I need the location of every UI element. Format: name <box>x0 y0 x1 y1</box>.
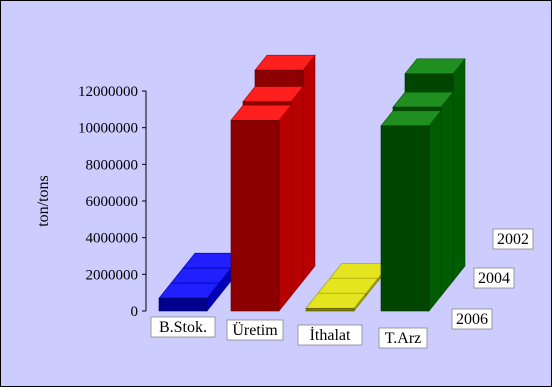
bar-side <box>440 91 454 297</box>
bar-group <box>305 262 391 312</box>
category-label-box <box>297 324 363 346</box>
category-label-box <box>226 319 284 341</box>
depth-label-box <box>492 228 534 250</box>
bar-side <box>290 85 304 297</box>
category-label-box <box>150 316 216 338</box>
bar-side <box>302 54 316 282</box>
category-label: Üretim <box>232 321 278 339</box>
y-tick-label: 8000000 <box>86 157 139 173</box>
y-tick-label: 2000000 <box>86 267 139 283</box>
bar-side <box>452 57 466 282</box>
bar <box>230 120 280 312</box>
category-label-box <box>378 327 428 349</box>
y-tick-label: 0 <box>131 304 139 320</box>
depth-label: 2006 <box>456 311 488 328</box>
depth-label: 2004 <box>478 270 510 287</box>
depth-label-box <box>473 267 515 289</box>
category-label: İthalat <box>310 326 351 344</box>
bars <box>158 54 466 312</box>
bar <box>305 307 355 312</box>
bar-group <box>230 54 316 312</box>
y-tick-label: 4000000 <box>86 231 139 247</box>
bar-side <box>278 104 292 312</box>
bar <box>158 297 208 312</box>
bar-side <box>428 109 442 312</box>
y-ticks: 0 2000000 4000000 6000000 8000000 10000000 120… <box>78 84 146 320</box>
depth-label-box <box>451 308 493 330</box>
category-label: T.Arz <box>385 330 422 347</box>
category-label: B.Stok. <box>159 319 207 336</box>
bar <box>380 125 430 312</box>
category-labels: B.Stok. Üretim İthalat T.Arz <box>150 316 428 349</box>
y-tick-label: 12000000 <box>78 84 138 100</box>
y-tick-label: 6000000 <box>86 194 139 210</box>
depth-label: 2002 <box>497 231 529 248</box>
bar-group <box>158 252 244 312</box>
y-tick-label: 10000000 <box>78 121 138 137</box>
depth-labels: 2006 2004 2002 <box>451 228 534 330</box>
bar-group <box>380 57 466 312</box>
y-axis-label: ton/tons <box>35 175 52 227</box>
